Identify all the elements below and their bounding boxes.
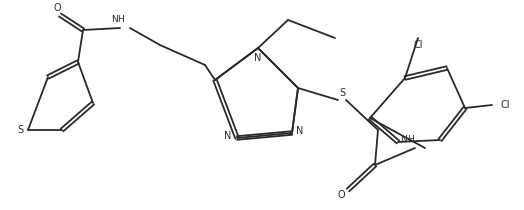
Text: N: N [224,131,232,141]
Text: H: H [407,134,413,143]
Text: Cl: Cl [413,40,423,50]
Text: O: O [53,3,61,13]
Text: N: N [296,126,304,136]
Text: N: N [112,16,118,25]
Text: S: S [339,88,345,98]
Text: S: S [17,125,23,135]
Text: O: O [337,190,345,200]
Text: H: H [117,16,124,25]
Text: N: N [401,134,407,143]
Text: N: N [254,53,261,63]
Text: Cl: Cl [500,100,510,110]
